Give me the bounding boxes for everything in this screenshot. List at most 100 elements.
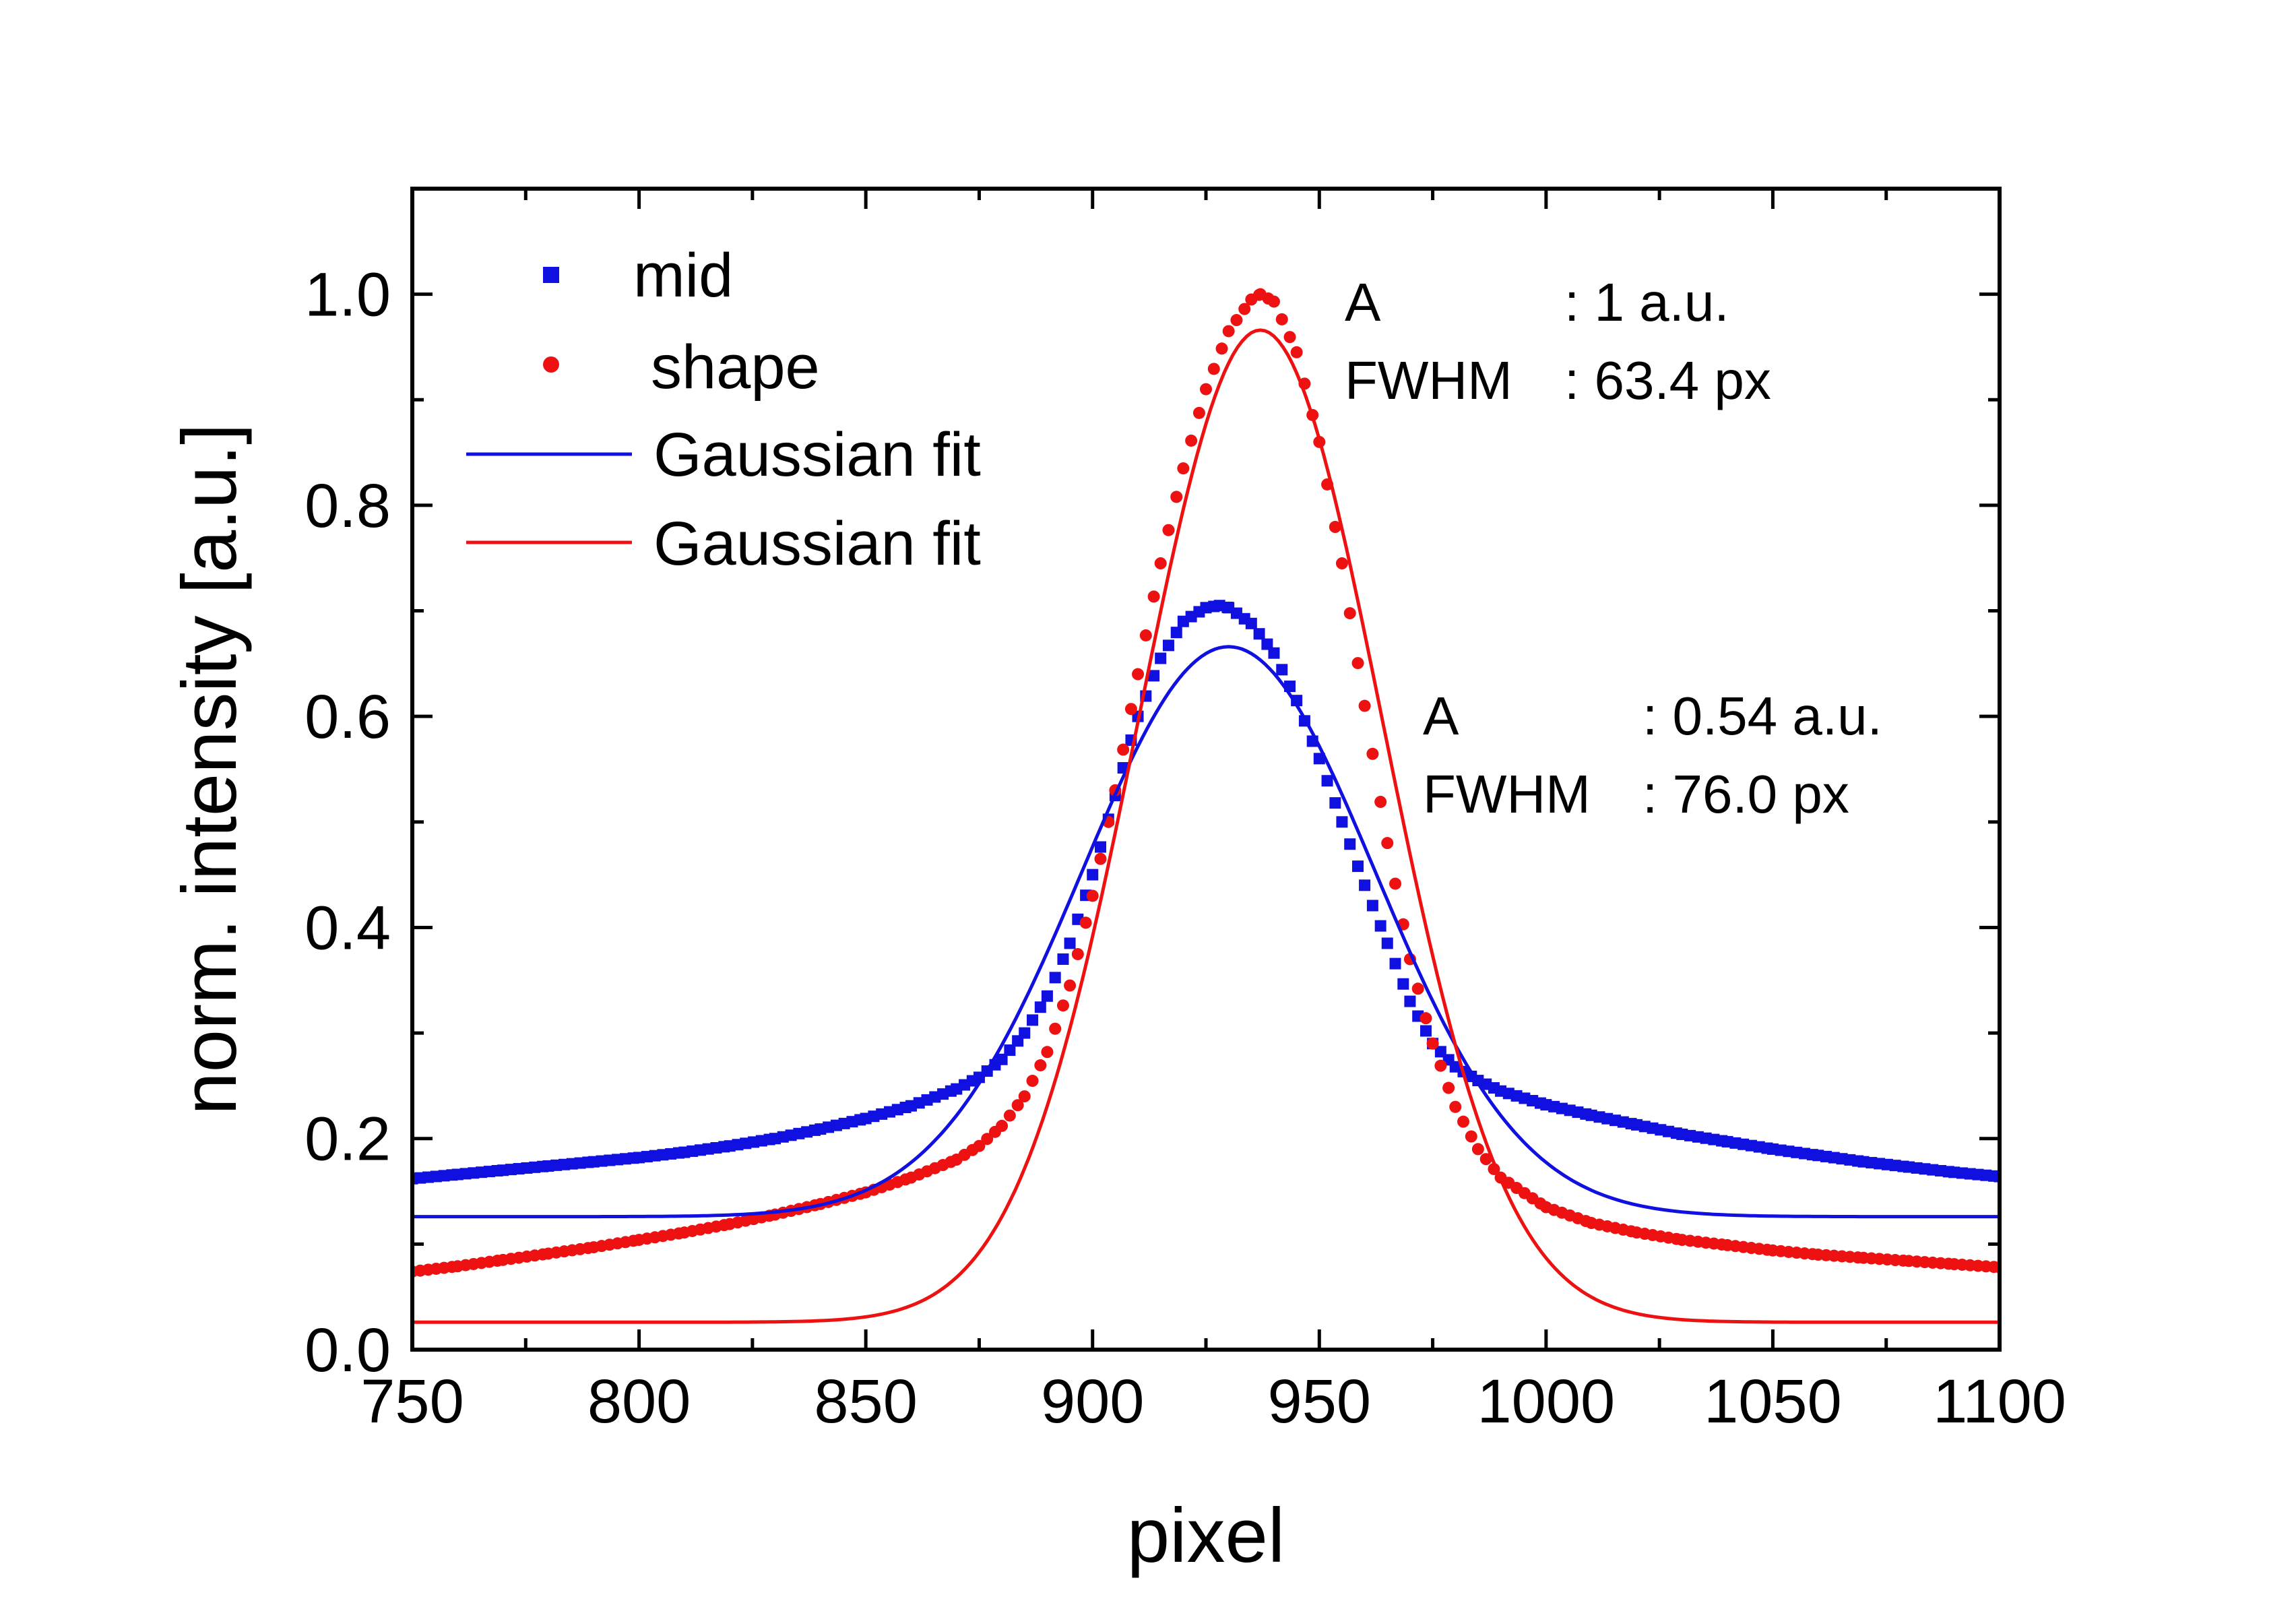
- legend-blue-fit-label: Gaussian fit: [653, 420, 981, 489]
- data-point-shape: [1465, 1130, 1477, 1143]
- data-point-mid: [1027, 1014, 1039, 1026]
- data-point-shape: [1381, 837, 1394, 850]
- annotation-red-fwhm-value: : 63.4 px: [1564, 350, 1771, 410]
- data-point-mid: [1420, 1025, 1432, 1037]
- data-point-shape: [1064, 979, 1077, 992]
- legend-mid-marker: [543, 267, 559, 283]
- data-point-shape: [1238, 303, 1251, 315]
- data-point-shape: [1147, 590, 1160, 603]
- data-point-shape: [1215, 342, 1228, 355]
- data-point-mid: [1404, 995, 1416, 1007]
- data-point-shape: [1117, 743, 1130, 756]
- annotation-blue-fwhm-value: : 76.0 px: [1643, 764, 1849, 824]
- data-point-shape: [1034, 1059, 1047, 1072]
- data-point-shape: [1154, 557, 1167, 570]
- data-point-shape: [1389, 877, 1402, 890]
- y-tick-label: 0.8: [305, 472, 391, 540]
- x-tick-label: 750: [360, 1367, 464, 1436]
- annotation-blue-fit: A : 0.54 a.u. FWHM : 76.0 px: [1423, 686, 1882, 824]
- data-point-shape: [1071, 948, 1084, 961]
- data-point-shape: [1003, 1109, 1016, 1122]
- annotation-blue-fwhm-key: FWHM: [1423, 764, 1591, 824]
- x-tick-label: 1100: [1933, 1367, 2066, 1436]
- data-point-shape: [1457, 1115, 1470, 1128]
- legend-mid-label: mid: [633, 241, 733, 310]
- data-point-mid: [1162, 639, 1174, 652]
- data-point-mid: [1374, 920, 1386, 932]
- data-point-mid: [1041, 990, 1053, 1002]
- data-point-mid: [1064, 937, 1076, 949]
- x-tick-label: 1000: [1477, 1367, 1616, 1436]
- annotation-red-amplitude-key: A: [1345, 272, 1381, 332]
- data-point-mid: [1245, 617, 1257, 629]
- data-point-mid: [1087, 869, 1099, 881]
- legend-shape-label: shape: [651, 333, 820, 402]
- data-point-shape: [981, 1133, 994, 1145]
- data-point-mid: [1344, 838, 1356, 850]
- tick-labels: 750 800 850 900 950 1000 1050 1100 0.0 0.2 0.4 0.6 0…: [305, 261, 2066, 1436]
- annotation-red-amplitude-value: : 1 a.u.: [1564, 272, 1729, 332]
- data-point-shape: [1434, 1059, 1447, 1072]
- data-point-shape: [1192, 406, 1205, 419]
- data-point-mid: [1352, 860, 1364, 873]
- data-point-mid: [1397, 978, 1409, 990]
- annotation-red-fwhm-key: FWHM: [1345, 350, 1512, 410]
- data-point-shape: [1026, 1075, 1039, 1088]
- legend-shape-marker: [543, 356, 559, 373]
- annotation-blue-amplitude-value: : 0.54 a.u.: [1643, 686, 1882, 746]
- data-point-shape: [1124, 703, 1137, 716]
- data-point-mid: [1253, 628, 1265, 640]
- data-point-mid: [1155, 652, 1167, 664]
- data-point-shape: [1132, 668, 1145, 681]
- data-point-mid: [1034, 1001, 1046, 1013]
- data-point-mid: [1170, 627, 1182, 639]
- data-point-shape: [1335, 557, 1348, 570]
- axis-ticks: [410, 189, 2002, 1352]
- data-point-shape: [1049, 1022, 1062, 1035]
- data-point-mid: [1049, 972, 1061, 984]
- legend: mid shape Gaussian fit Gaussian fit: [466, 241, 981, 578]
- data-point-shape: [1275, 313, 1288, 325]
- data-point-mid: [1381, 937, 1393, 949]
- data-point-mid: [1994, 1170, 2000, 1183]
- data-point-shape: [1343, 607, 1356, 620]
- x-tick-label: 1050: [1704, 1367, 1842, 1436]
- annotation-red-fit: A : 1 a.u. FWHM : 63.4 px: [1345, 272, 1771, 410]
- data-point-shape: [1011, 1099, 1024, 1112]
- data-point-mid: [1329, 797, 1341, 809]
- data-point-shape: [1442, 1081, 1455, 1094]
- data-point-mid: [1004, 1044, 1016, 1057]
- data-point-shape: [1086, 889, 1099, 902]
- data-point-shape: [1374, 796, 1387, 809]
- gaussian-fit-line-blue: [412, 645, 2000, 1219]
- data-point-shape: [1162, 524, 1175, 536]
- x-tick-label: 950: [1268, 1367, 1372, 1436]
- gaussian-fit-line-red: [412, 328, 2000, 1324]
- data-point-shape: [1177, 462, 1190, 475]
- data-point-shape: [1411, 982, 1424, 995]
- data-point-shape: [1207, 363, 1220, 375]
- legend-red-fit-label: Gaussian fit: [653, 509, 981, 578]
- data-point-mid: [1148, 670, 1160, 682]
- y-axis-title: norm. intensity [a.u.]: [167, 423, 253, 1114]
- data-point-mid: [1261, 638, 1273, 650]
- data-point-shape: [973, 1139, 986, 1152]
- data-point-mid: [1057, 953, 1069, 965]
- x-tick-label: 800: [587, 1367, 691, 1436]
- data-point-mid: [1359, 879, 1371, 891]
- data-point-shape: [1267, 295, 1280, 308]
- data-point-shape: [1426, 1037, 1439, 1050]
- data-point-shape: [1290, 346, 1303, 358]
- data-point-shape: [1420, 1012, 1432, 1025]
- data-point-shape: [1449, 1100, 1462, 1113]
- y-tick-label: 0.4: [305, 893, 391, 962]
- data-point-mid: [1321, 775, 1333, 787]
- data-point-shape: [1139, 629, 1152, 641]
- data-point-shape: [1230, 314, 1243, 327]
- data-point-shape: [1329, 521, 1341, 534]
- data-point-shape: [1200, 383, 1212, 396]
- data-point-shape: [1358, 699, 1371, 712]
- data-point-mid: [1019, 1027, 1031, 1039]
